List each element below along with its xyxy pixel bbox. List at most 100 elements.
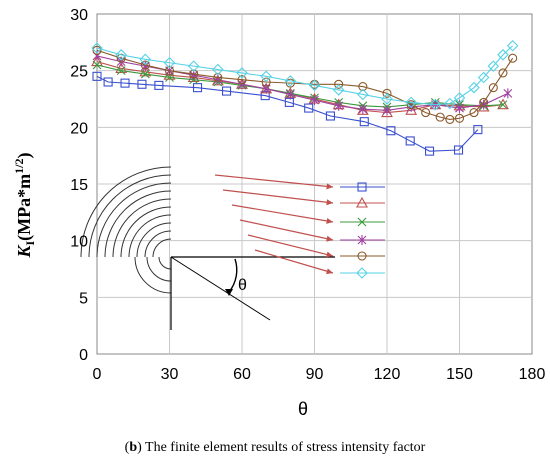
data-point (503, 88, 513, 99)
data-point (479, 97, 489, 107)
data-point (498, 100, 508, 110)
chart: θ 0 30 60 90 120 150 180 0 5 10 15 20 25 30 θ KI(MPa*… (12, 7, 545, 419)
y-tick-label: 25 (70, 64, 88, 81)
legend-pointer-arrowhead (326, 235, 333, 242)
legend-marker (357, 182, 367, 192)
data-point (381, 93, 393, 105)
chart-grid (96, 13, 533, 355)
data-point (103, 77, 113, 87)
data-point (285, 89, 295, 100)
data-point (116, 53, 126, 63)
data-point (488, 83, 498, 93)
crack-front-arc (152, 238, 172, 258)
data-point (137, 79, 147, 89)
legend-pointer-arrow (214, 174, 334, 188)
legend-pointer-arrow (254, 249, 334, 274)
data-point (435, 112, 445, 122)
theta-arc (228, 258, 238, 293)
legend-entry (340, 235, 385, 245)
data-point (261, 77, 271, 87)
y-tick-label: 10 (70, 234, 88, 251)
y-tick-label: 5 (79, 290, 88, 307)
crack-inner-arc (146, 256, 172, 282)
x-tick-label: 60 (233, 366, 251, 383)
caption-letter: b (129, 440, 138, 455)
series-square (92, 71, 483, 156)
data-point (479, 99, 489, 110)
data-point (285, 78, 295, 88)
caption-text: ) The finite element results of stress i… (137, 440, 426, 455)
legend-pointer-arrowhead (326, 268, 333, 275)
data-point (165, 73, 174, 82)
data-point (92, 45, 102, 55)
data-point (212, 63, 224, 76)
data-point (358, 81, 368, 92)
series-diamond (91, 39, 519, 111)
data-point (92, 60, 102, 70)
x-tick-label: 90 (306, 366, 324, 383)
crack-front-arc (136, 222, 172, 258)
data-point (334, 79, 344, 89)
data-point (454, 113, 465, 123)
data-point (92, 71, 102, 81)
data-point (304, 103, 314, 113)
series-line (96, 49, 514, 120)
legend-pointer-arrow (222, 189, 334, 204)
data-point (421, 108, 431, 118)
data-point (187, 60, 200, 72)
legend-pointer-arrow (231, 204, 334, 223)
y-axis-title: KI(MPa*m1/2) (12, 152, 37, 258)
data-point (139, 53, 152, 66)
data-point (115, 49, 127, 61)
legend-entry (340, 217, 385, 227)
data-point (236, 67, 248, 79)
data-point (358, 104, 368, 115)
legend-marker (356, 267, 368, 279)
data-point (284, 97, 294, 107)
data-point (140, 69, 150, 79)
legend-entry (340, 251, 385, 261)
data-point (406, 100, 416, 110)
data-point (487, 60, 500, 72)
legend-marker (357, 235, 367, 245)
crack-front-arc (88, 174, 172, 258)
crack-front-arc (144, 230, 172, 258)
data-point (260, 91, 270, 101)
data-point (116, 66, 126, 76)
data-point (91, 42, 103, 54)
y-tick-label: 15 (70, 177, 88, 194)
crack-front-arc (120, 206, 172, 258)
x-tick-label: 0 (93, 366, 102, 383)
data-point (386, 126, 396, 136)
data-point (506, 39, 519, 52)
legend-pointer-arrowhead (326, 183, 333, 190)
data-point (468, 81, 480, 94)
data-point (453, 145, 464, 155)
theta-arrowhead (225, 289, 233, 296)
y-axis-title-subscript: I (23, 240, 37, 245)
data-point (497, 98, 509, 110)
legend-pointer-arrow (239, 219, 334, 241)
y-axis-title-symbol: K (14, 244, 34, 259)
y-axis-title-unit: (MPa*m (14, 174, 35, 241)
crack-front-arc (112, 198, 172, 258)
series-line (96, 64, 504, 108)
data-point (424, 146, 435, 156)
data-point (382, 105, 392, 116)
data-point (477, 71, 490, 84)
data-point (382, 88, 392, 98)
data-point (221, 86, 232, 96)
y-tick-label: 20 (70, 120, 88, 137)
crack-front-arc (80, 166, 172, 258)
legend-marker (357, 217, 367, 227)
data-point (444, 97, 456, 110)
crack-front-arc (96, 182, 172, 258)
data-point (498, 68, 508, 78)
x-axis-title: θ (298, 399, 308, 419)
data-point (497, 49, 509, 61)
crack-inner-arc (158, 256, 172, 270)
crack-schematic-inset: θ (80, 166, 335, 330)
tick-labels: 0 30 60 90 120 150 180 0 5 10 15 20 25 30 (70, 7, 545, 383)
data-point (237, 75, 247, 85)
data-point (213, 72, 223, 83)
